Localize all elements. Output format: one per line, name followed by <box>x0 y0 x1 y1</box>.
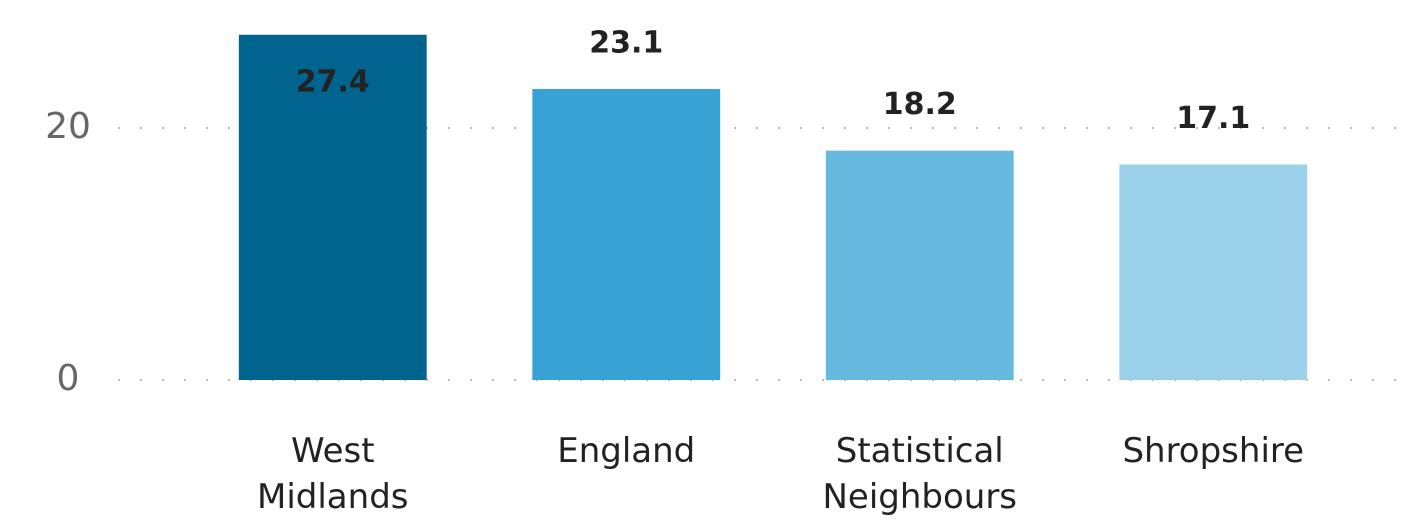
x-tick-label: Statistical Neighbours <box>822 431 1018 517</box>
data-label: 23.1 <box>589 25 663 60</box>
y-tick-label: 0 <box>57 358 80 399</box>
data-label: 18.2 <box>883 87 957 122</box>
bar <box>532 88 721 380</box>
bar <box>1119 164 1308 380</box>
y-tick-label: 20 <box>45 106 91 147</box>
bar <box>238 34 427 380</box>
bar <box>825 150 1014 380</box>
data-label: 17.1 <box>1176 101 1250 136</box>
x-tick-label: West Midlands <box>257 431 409 517</box>
data-label: 27.4 <box>296 64 370 99</box>
x-tick-label: England <box>557 431 696 471</box>
x-tick-label: Shropshire <box>1122 431 1305 471</box>
